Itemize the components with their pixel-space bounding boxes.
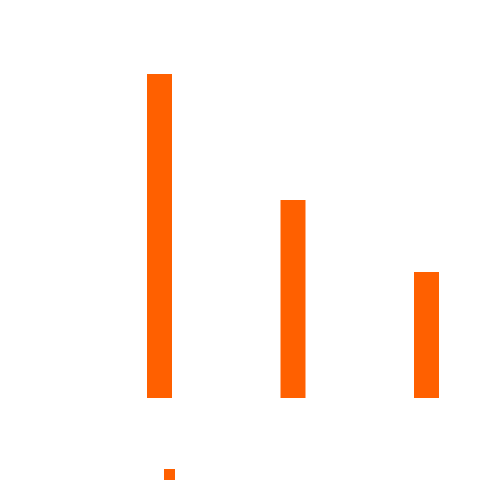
bar <box>280 200 306 398</box>
legend-swatch <box>164 469 175 480</box>
bar <box>414 272 439 398</box>
bar <box>147 74 172 398</box>
